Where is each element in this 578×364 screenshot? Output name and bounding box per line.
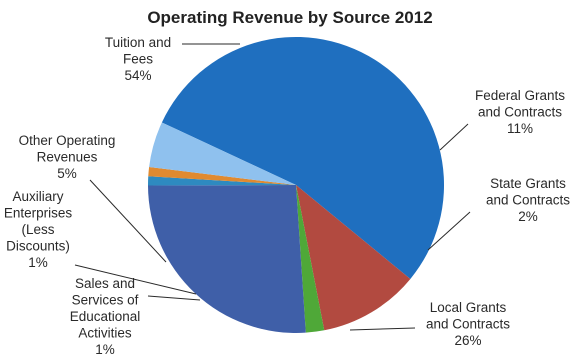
slice-label: Auxiliary Enterprises (Less Discounts) 1%	[4, 189, 73, 270]
pie-slice	[296, 185, 411, 331]
leader-line	[349, 327, 416, 331]
pie-slice	[149, 122, 296, 185]
leader-lines	[74, 43, 471, 331]
slice-label: Tuition and Fees 54%	[105, 35, 171, 83]
pie-slice	[148, 166, 296, 185]
pie-slices	[147, 36, 445, 333]
pie-slice	[296, 185, 325, 333]
pie-slice	[161, 36, 445, 279]
leader-line	[427, 211, 471, 251]
leader-line	[89, 179, 167, 263]
leader-line	[147, 295, 201, 301]
slice-label: State Grants and Contracts 2%	[486, 176, 570, 224]
slice-labels: Tuition and Fees 54% Federal Grants and Cont…	[4, 35, 570, 357]
slice-label: Federal Grants and Contracts 11%	[475, 88, 565, 136]
chart-title: Operating Revenue by Source 2012	[147, 8, 432, 27]
pie-slice	[148, 185, 306, 333]
pie-slice	[147, 176, 296, 186]
leader-line	[74, 264, 197, 295]
slice-label: Sales and Services of Educational Activitie…	[70, 276, 141, 357]
slice-label: Other Operating Revenues 5%	[19, 133, 116, 181]
slice-label: Local Grants and Contracts 26%	[426, 300, 510, 348]
leader-line	[439, 123, 469, 151]
